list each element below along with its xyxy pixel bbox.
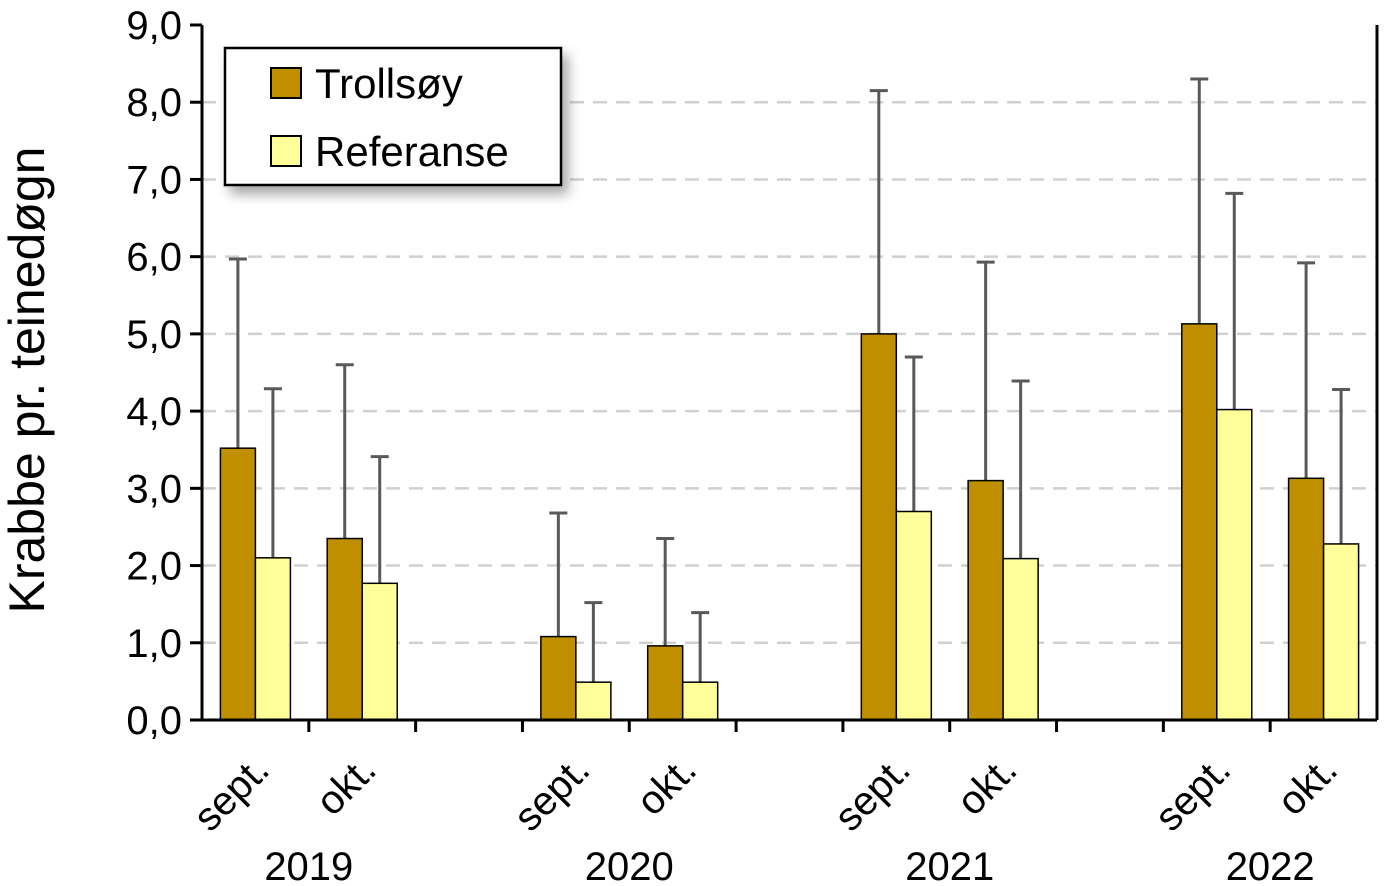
bar-trollsoy <box>967 479 1004 721</box>
legend-label-trollsoy: Trollsøy <box>315 60 463 107</box>
legend-swatch-trollsoy <box>270 67 302 99</box>
bar-referanse <box>1322 543 1360 721</box>
legend: Trollsøy Referanse <box>223 46 563 187</box>
bar-trollsoy <box>646 645 684 721</box>
y-tick-label: 4,0 <box>126 390 182 434</box>
legend-label-referanse: Referanse <box>315 128 509 175</box>
y-tick-label: 5,0 <box>126 313 182 357</box>
x-group-label-year: 2020 <box>585 845 674 886</box>
x-tick-label-month: okt. <box>1269 747 1346 824</box>
bar-referanse <box>361 582 398 721</box>
y-tick-label: 1,0 <box>126 622 182 666</box>
y-tick-label: 3,0 <box>126 467 182 511</box>
y-tick-label: 9,0 <box>126 4 182 48</box>
y-tick-label: 2,0 <box>126 545 182 589</box>
bar-referanse <box>1002 557 1039 721</box>
bar-trollsoy <box>1287 477 1325 721</box>
x-tick-label-month: okt. <box>628 747 705 824</box>
axes <box>200 25 1379 722</box>
y-ticks: 0,0 1,0 2,0 3,0 4,0 5,0 6,0 7,0 8,0 9,0 <box>126 4 202 743</box>
x-tick-label-month: sept. <box>506 747 598 839</box>
error-bars <box>228 77 1351 683</box>
bar-trollsoy <box>540 635 577 721</box>
y-tick-label: 8,0 <box>126 81 182 125</box>
legend-swatch-referanse <box>270 135 302 167</box>
x-ticks <box>307 720 1272 732</box>
bar-trollsoy <box>326 537 363 721</box>
bar-referanse <box>681 681 719 721</box>
bars <box>219 323 1360 721</box>
x-tick-label-month: okt. <box>949 747 1026 824</box>
x-tick-label-month: okt. <box>308 747 385 824</box>
y-tick-label: 6,0 <box>126 236 182 280</box>
x-tick-label-month: sept. <box>185 747 277 839</box>
x-group-label-year: 2021 <box>905 845 994 886</box>
x-tick-labels: sept. okt. 2019 sept. okt. 2020 sept. okt. 2021 s… <box>185 747 1346 886</box>
bar-referanse <box>1216 408 1253 721</box>
bar-trollsoy <box>219 447 257 721</box>
x-tick-label-month: sept. <box>826 747 918 839</box>
bar-referanse <box>575 681 612 721</box>
x-tick-label-month: sept. <box>1147 747 1239 839</box>
bar-referanse <box>254 557 292 721</box>
x-group-label-year: 2022 <box>1226 845 1315 886</box>
x-group-label-year: 2019 <box>264 845 353 886</box>
y-axis-title: Krabbe pr. teinedøgn <box>0 147 55 614</box>
y-tick-label: 0,0 <box>126 699 182 743</box>
bar-referanse <box>895 510 933 721</box>
bar-trollsoy <box>860 333 898 721</box>
bar-trollsoy <box>1181 323 1218 721</box>
y-tick-label: 7,0 <box>126 158 182 202</box>
